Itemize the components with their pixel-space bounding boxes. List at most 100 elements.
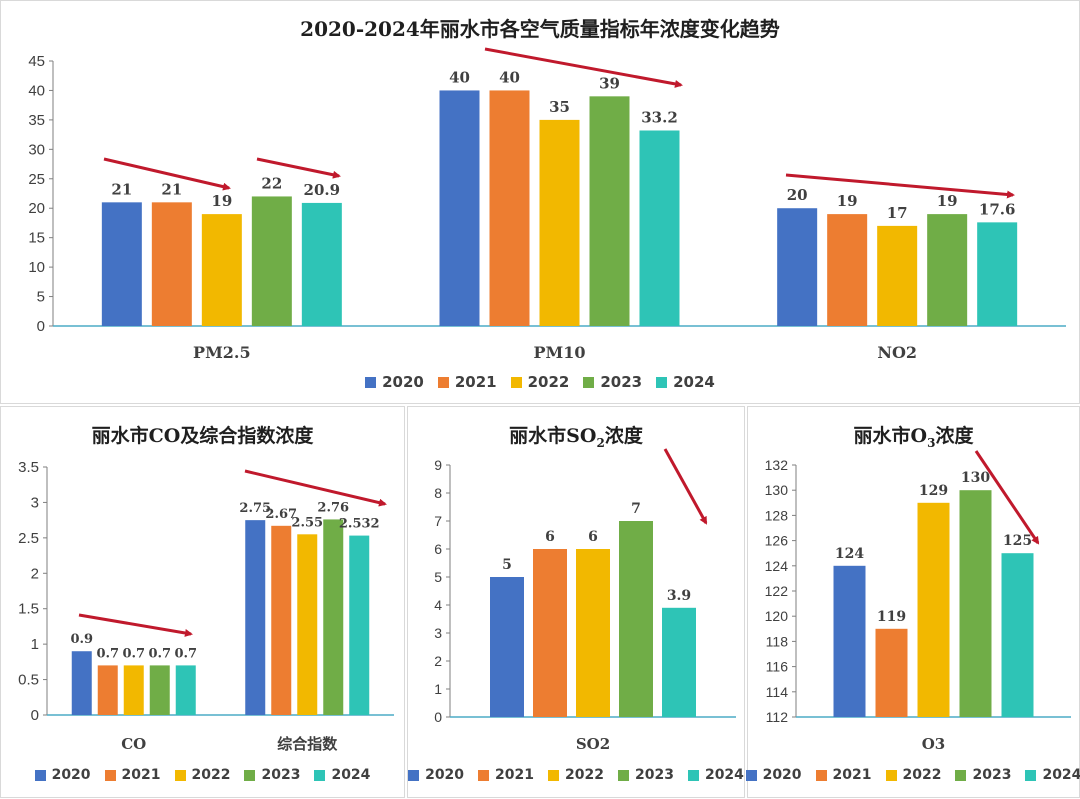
category-label: NO2 [877, 343, 917, 362]
data-label: 6 [545, 529, 555, 545]
data-label: 20.9 [304, 181, 341, 199]
bar-2024 [977, 222, 1018, 326]
y-tick-label: 20 [28, 200, 45, 217]
bar-2021 [875, 628, 908, 717]
legend-label: 2021 [121, 767, 161, 783]
bar-2023 [959, 490, 992, 717]
y-tick-label: 0 [31, 707, 39, 724]
legend: 2020 2021 2022 2023 2024 [745, 767, 1080, 783]
legend-label: 2020 [382, 373, 424, 391]
y-tick-label: 4 [434, 597, 442, 613]
y-tick-label: 2.5 [18, 530, 39, 547]
data-label: 7 [631, 501, 641, 517]
legend-swatch [815, 769, 827, 781]
legend-item-2022: 2022 [174, 767, 231, 783]
data-label: 119 [877, 609, 906, 625]
bar-2021 [489, 90, 530, 326]
legend-swatch [656, 376, 668, 388]
y-tick-label: 1 [434, 681, 442, 697]
legend-label: 2023 [261, 767, 301, 783]
data-label: 129 [919, 483, 948, 499]
legend-label: 2020 [425, 767, 465, 783]
legend-label: 2022 [527, 373, 570, 391]
so2-chart-svg: 0 1 2 3 4 5 6 7 8 9 5 6 6 7 3.9 SO2 [434, 448, 736, 753]
data-label: 125 [1003, 533, 1032, 549]
legend-swatch [244, 769, 256, 781]
legend-item-2023: 2023 [955, 767, 1011, 783]
bar-2022 [917, 502, 950, 717]
bar-2020 [833, 565, 866, 717]
y-tick-label: 132 [765, 457, 789, 473]
bar-2024 [175, 665, 196, 715]
data-label: 124 [835, 546, 864, 562]
data-label: 2.75 [239, 501, 271, 516]
data-label: 33.2 [641, 108, 678, 126]
legend-item-2023: 2023 [244, 767, 300, 783]
bar-2024 [639, 130, 680, 326]
legend-item-2022: 2022 [548, 767, 604, 783]
legend: 2020 2021 2022 2023 2024 [1, 373, 1079, 391]
data-label: 3.9 [667, 588, 691, 604]
bar-2021 [271, 525, 292, 715]
legend: 2020 2021 2022 2023 2024 [1, 767, 404, 783]
y-tick-label: 0.5 [18, 672, 39, 689]
trend-arrow [103, 157, 231, 191]
legend-item-2023: 2023 [583, 373, 642, 391]
bar-2022 [297, 534, 318, 715]
legend-label: 2023 [600, 373, 643, 391]
y-tick-label: 118 [766, 633, 789, 649]
trend-arrow [244, 469, 387, 507]
legend-swatch [548, 769, 560, 781]
bar-2024 [301, 202, 342, 326]
data-label: 0.7 [148, 646, 171, 661]
legend-swatch [365, 376, 377, 388]
legend-swatch [885, 769, 897, 781]
data-label: 5 [502, 557, 512, 573]
data-label: 6 [588, 529, 598, 545]
legend-swatch [583, 376, 595, 388]
y-tick-label: 9 [434, 457, 442, 473]
y-tick-label: 114 [766, 684, 789, 700]
legend-swatch [104, 769, 116, 781]
legend-item-2021: 2021 [104, 767, 161, 783]
y-tick-label: 112 [766, 709, 789, 725]
data-label: 17 [887, 204, 908, 222]
o3-chart-panel: 丽水市O3浓度 112 114 116 118 120 122 124 126 128 130 13… [745, 406, 1080, 798]
title-text: 丽水市SO [509, 425, 597, 447]
data-label: 19 [937, 192, 958, 210]
y-tick-label: 3.5 [18, 459, 39, 476]
category-label: 综合指数 [277, 735, 338, 753]
bar-2020 [245, 520, 266, 715]
bar-2020 [490, 577, 524, 717]
bar-2020 [439, 90, 480, 326]
trend-arrow [785, 173, 1015, 199]
bar-2022 [123, 665, 144, 715]
legend-swatch [1025, 769, 1037, 781]
category-label: SO2 [576, 735, 610, 753]
legend-item-2020: 2020 [34, 767, 91, 783]
legend-label: 2022 [565, 767, 604, 783]
bar-2024 [349, 535, 370, 715]
title-subscript: 3 [927, 435, 936, 450]
legend-item-2024: 2024 [314, 767, 370, 783]
y-tick-label: 1 [31, 636, 39, 653]
data-label: 22 [261, 174, 282, 192]
y-tick-label: 3 [31, 494, 39, 511]
title-text: 丽水市O [853, 425, 928, 447]
legend-item-2021: 2021 [478, 767, 534, 783]
y-tick-label: 8 [434, 485, 442, 501]
legend-swatch [955, 769, 967, 781]
legend-label: 2024 [673, 373, 715, 391]
bar-2021 [151, 202, 192, 326]
bar-2021 [97, 665, 118, 715]
y-tick-label: 1.5 [18, 601, 39, 618]
chart-title: 丽水市SO2浓度 [408, 421, 744, 450]
bar-2021 [533, 549, 567, 717]
trend-arrow [484, 47, 683, 88]
legend-label: 2024 [331, 767, 371, 783]
legend-swatch [510, 376, 522, 388]
y-tick-label: 0 [434, 709, 442, 725]
legend-label: 2022 [191, 767, 231, 783]
legend-item-2020: 2020 [745, 767, 802, 783]
data-label: 2.67 [265, 507, 297, 522]
